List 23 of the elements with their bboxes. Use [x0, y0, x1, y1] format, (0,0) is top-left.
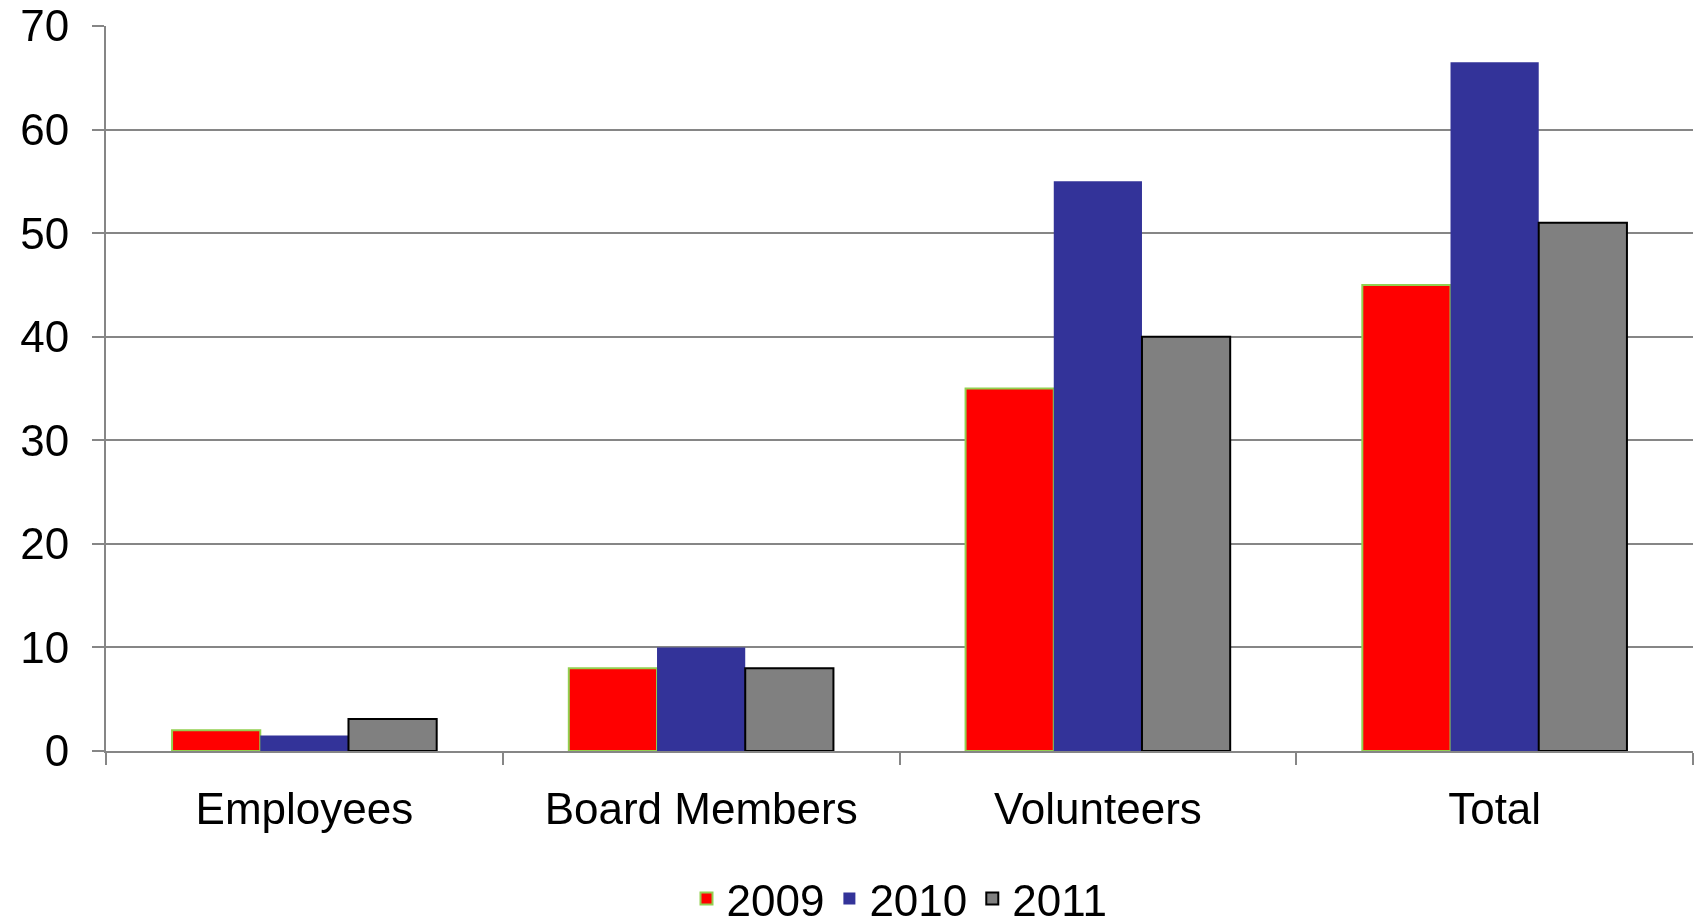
- y-tick-label: 10: [20, 622, 70, 672]
- x-tick-label: Total: [1448, 783, 1542, 833]
- legend-label: 2011: [1012, 875, 1107, 921]
- x-tick-label: Employees: [195, 783, 414, 833]
- bar: [567, 667, 659, 751]
- x-tick-label: Board Members: [544, 783, 858, 833]
- y-tick-label: 60: [20, 104, 70, 154]
- y-tick-label: 70: [20, 1, 70, 51]
- bar: [260, 735, 349, 751]
- x-tick-label: Volunteers: [993, 783, 1202, 833]
- y-tick-label: 50: [20, 208, 70, 258]
- bar: [1450, 62, 1539, 751]
- bar: [657, 647, 746, 751]
- bar: [1053, 181, 1142, 751]
- legend-label: 2010: [869, 875, 968, 921]
- bar: [1361, 283, 1452, 751]
- y-tick-label: 40: [20, 312, 70, 362]
- bar: [964, 387, 1055, 751]
- y-tick-label: 0: [44, 726, 70, 776]
- legend-label: 2009: [726, 875, 825, 921]
- y-tick-label: 30: [20, 415, 70, 465]
- bar: [171, 729, 262, 751]
- y-tick-label: 20: [20, 519, 70, 569]
